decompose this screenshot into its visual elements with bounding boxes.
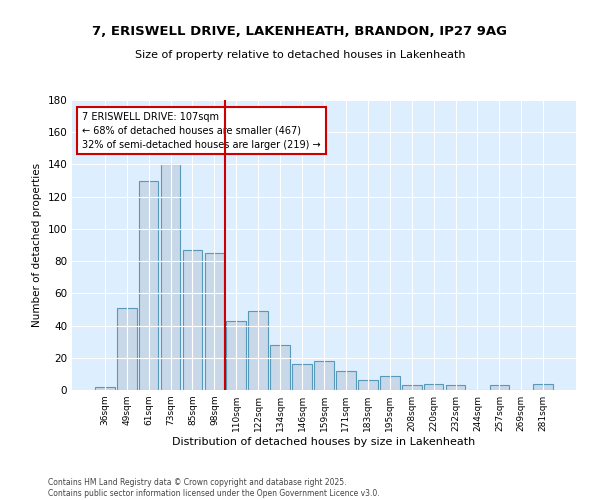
Bar: [292, 364, 312, 390]
Text: 7, ERISWELL DRIVE, LAKENHEATH, BRANDON, IP27 9AG: 7, ERISWELL DRIVE, LAKENHEATH, BRANDON, …: [92, 25, 508, 38]
Bar: [358, 380, 378, 390]
Bar: [95, 387, 115, 390]
Bar: [314, 361, 334, 390]
Bar: [533, 384, 553, 390]
Bar: [490, 385, 509, 390]
Text: Contains HM Land Registry data © Crown copyright and database right 2025.
Contai: Contains HM Land Registry data © Crown c…: [48, 478, 380, 498]
Bar: [161, 164, 181, 390]
Bar: [117, 308, 137, 390]
Bar: [205, 253, 224, 390]
Bar: [226, 320, 246, 390]
Bar: [424, 384, 443, 390]
Bar: [182, 250, 202, 390]
Bar: [248, 311, 268, 390]
Bar: [402, 385, 422, 390]
Text: 7 ERISWELL DRIVE: 107sqm
← 68% of detached houses are smaller (467)
32% of semi-: 7 ERISWELL DRIVE: 107sqm ← 68% of detach…: [82, 112, 321, 150]
Bar: [336, 370, 356, 390]
X-axis label: Distribution of detached houses by size in Lakenheath: Distribution of detached houses by size …: [172, 437, 476, 447]
Text: Size of property relative to detached houses in Lakenheath: Size of property relative to detached ho…: [135, 50, 465, 60]
Bar: [446, 385, 466, 390]
Y-axis label: Number of detached properties: Number of detached properties: [32, 163, 42, 327]
Bar: [380, 376, 400, 390]
Bar: [139, 180, 158, 390]
Bar: [270, 345, 290, 390]
